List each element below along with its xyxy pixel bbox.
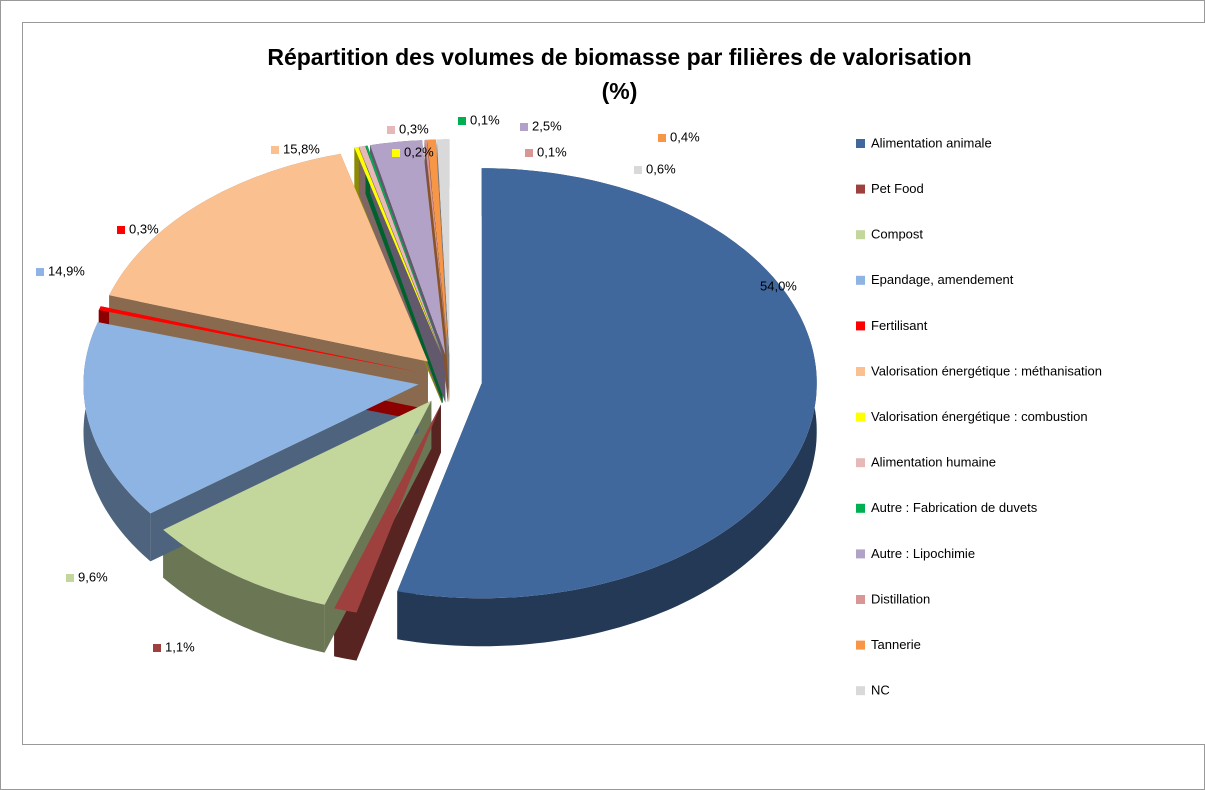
legend-label: Valorisation énergétique : combustion (871, 409, 1088, 424)
label-marker (658, 134, 666, 142)
legend-label: Fertilisant (871, 318, 928, 333)
legend-label: Valorisation énergétique : méthanisation (871, 363, 1102, 378)
label-marker (271, 146, 279, 154)
data-label: 9,6% (78, 569, 108, 584)
slice (424, 139, 448, 355)
legend-swatch (856, 686, 865, 696)
slice-wall (83, 322, 151, 562)
slice (427, 139, 449, 355)
legend-swatch (856, 549, 865, 559)
label-marker (392, 149, 400, 157)
data-label: 2,5% (532, 118, 562, 133)
legend-swatch (856, 184, 865, 194)
label-marker (117, 226, 125, 234)
slice (163, 400, 432, 605)
label-marker (520, 123, 528, 131)
data-label: 0,3% (399, 121, 429, 136)
slice-wall (397, 168, 817, 647)
slice (83, 322, 419, 514)
legend-label: Compost (871, 227, 923, 242)
data-label: 0,3% (129, 221, 159, 236)
data-label: 1,1% (165, 639, 195, 654)
data-label: 54,0% (760, 278, 797, 293)
legend-label: Alimentation humaine (871, 455, 996, 470)
legend-swatch (856, 458, 865, 468)
label-marker (153, 644, 161, 652)
slice (358, 145, 443, 356)
legend-swatch (856, 139, 865, 148)
data-label: 14,9% (48, 263, 85, 278)
slice (334, 404, 441, 613)
legend-label: Epandage, amendement (871, 272, 1014, 287)
data-label: 0,6% (646, 161, 676, 176)
slice-wall (163, 529, 325, 653)
data-label: 0,1% (537, 144, 567, 159)
label-marker (36, 268, 44, 276)
label-marker (458, 117, 466, 125)
chart-title: Répartition des volumes de biomasse par … (267, 44, 972, 104)
label-marker (748, 283, 756, 291)
slice (370, 140, 446, 355)
slice (98, 306, 420, 373)
data-label: 0,1% (470, 112, 500, 127)
legend-label: Autre : Lipochimie (871, 546, 975, 561)
legend-label: Autre : Fabrication de duvets (871, 500, 1038, 515)
slice (354, 147, 442, 356)
legend-label: Alimentation animale (871, 135, 992, 150)
label-marker (66, 574, 74, 582)
pie-tops (83, 139, 817, 613)
data-label: 0,2% (404, 144, 434, 159)
legend-swatch (856, 640, 865, 650)
legend-label: Distillation (871, 591, 930, 606)
label-marker (387, 126, 395, 134)
legend-swatch (856, 412, 865, 422)
slice (109, 153, 428, 362)
legend-swatch (856, 503, 865, 513)
legend-swatch (856, 595, 865, 604)
legend-label: NC (871, 683, 890, 698)
legend-swatch (856, 275, 865, 285)
label-marker (634, 166, 642, 174)
legend-label: Pet Food (871, 181, 924, 196)
slice (436, 139, 450, 355)
legend-label: Tannerie (871, 637, 921, 652)
data-label: 0,4% (670, 129, 700, 144)
slice-wall (354, 147, 359, 196)
legend-swatch (856, 321, 865, 331)
slice (397, 168, 817, 599)
label-marker (525, 149, 533, 157)
slice (365, 145, 443, 356)
data-label: 15,8% (283, 141, 320, 156)
legend-swatch (856, 367, 865, 376)
labels: 54,0% Alimentation animale 1,1% Pet Food 9,6… (36, 112, 1102, 698)
legend-swatch (856, 230, 865, 240)
